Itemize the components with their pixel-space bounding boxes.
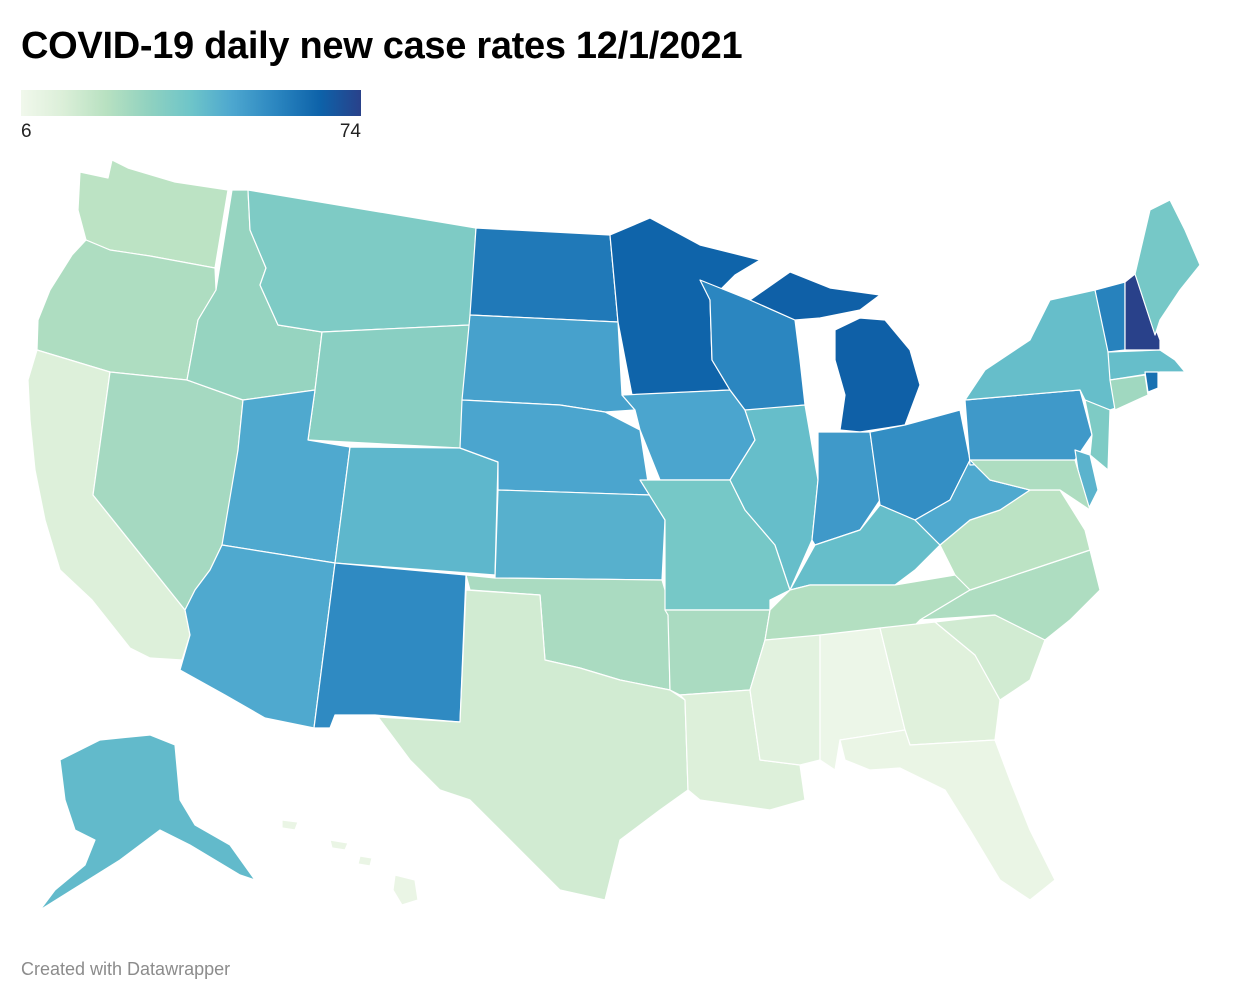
state-new-hampshire[interactable]: New Hampshire	[1124, 273, 1161, 351]
state-illinois[interactable]: Illinois	[729, 404, 819, 591]
state-connecticut[interactable]: Connecticut	[1109, 374, 1149, 411]
state-maine[interactable]: Maine	[1134, 199, 1201, 336]
state-washington[interactable]: Washington	[77, 159, 229, 269]
state-maryland[interactable]: Maryland	[969, 459, 1091, 511]
state-pennsylvania[interactable]: Pennsylvania	[964, 389, 1093, 466]
chart-title: COVID-19 daily new case rates 12/1/2021	[21, 25, 743, 67]
footer-credit: Created with Datawrapper	[21, 959, 231, 979]
state-florida[interactable]: Florida	[839, 729, 1056, 901]
state-wyoming[interactable]: Wyoming	[307, 324, 471, 449]
legend-gradient-bar	[21, 90, 361, 116]
state-south-dakota[interactable]: South Dakota	[461, 314, 636, 413]
state-new-mexico[interactable]: New Mexico	[313, 562, 467, 729]
states-layer: WashingtonOregonCaliforniaNevadaIdahoMon…	[27, 159, 1201, 911]
state-mississippi[interactable]: Mississippi	[749, 634, 821, 766]
state-colorado[interactable]: Colorado	[334, 446, 499, 576]
state-north-dakota[interactable]: North Dakota	[469, 227, 619, 323]
state-alaska[interactable]: Alaska	[39, 734, 256, 911]
state-montana[interactable]: Montana	[247, 189, 477, 333]
state-new-jersey[interactable]: New Jersey	[1084, 399, 1111, 471]
state-texas[interactable]: Texas	[377, 589, 689, 901]
us-choropleth-map: WashingtonOregonCaliforniaNevadaIdahoMon…	[27, 159, 1201, 911]
color-legend: 6 74	[21, 90, 361, 150]
legend-max-label: 74	[339, 121, 361, 142]
state-kansas[interactable]: Kansas	[494, 489, 666, 581]
legend-min-label: 6	[21, 121, 32, 142]
state-hawaii[interactable]: Hawaii	[281, 819, 419, 906]
